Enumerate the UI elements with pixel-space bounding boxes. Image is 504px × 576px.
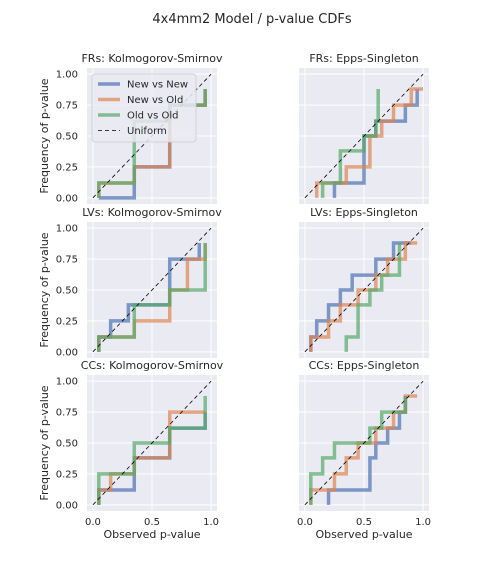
legend-label-new-vs-new: New vs New	[127, 80, 188, 91]
legend-label-uniform: Uniform	[127, 126, 167, 137]
panel-title: FRs: Kolmogorov-Smirnov	[81, 52, 222, 65]
y-tick-label: 0.00	[56, 193, 78, 204]
series-old-vs-old-line	[309, 396, 408, 505]
series-uniform-line	[92, 380, 212, 506]
series-old-vs-old-line	[344, 243, 402, 352]
series-old-vs-old-line	[97, 243, 207, 352]
y-tick-label: 0.50	[56, 439, 78, 450]
y-tick-label: 1.00	[56, 70, 78, 81]
x-axis-label: Observed p-value	[103, 528, 200, 541]
series-new-vs-old-line	[314, 87, 424, 198]
series-new-vs-new-line	[309, 241, 412, 352]
panel-ccs-kolmogorov-smirnov: CCs: Kolmogorov-Smirnov 0.00 0.25 0.50 0.75 1…	[38, 359, 224, 541]
y-tick-label: 0.25	[56, 469, 78, 480]
panel-lvs-kolmogorov-smirnov: LVs: Kolmogorov-Smirnov 0.00 0.25 0.50 0.75 1…	[38, 206, 222, 358]
y-tick-label: 0.00	[56, 347, 78, 358]
y-axis-label: Frequency of p-value	[38, 385, 51, 500]
x-tick-label: 0.5	[356, 517, 372, 528]
legend-label-new-vs-old: New vs Old	[127, 95, 183, 106]
figure-title: 4x4mm2 Model / p-value CDFs	[152, 12, 351, 27]
panel-frs-epps-singleton: FRs: Epps-Singleton	[299, 52, 429, 204]
x-tick-label: 0.5	[144, 517, 160, 528]
y-tick-label: 0.50	[56, 132, 78, 143]
panel-lvs-epps-singleton: LVs: Epps-Singleton	[299, 206, 429, 358]
series-uniform-line	[304, 73, 424, 199]
y-tick-label: 0.75	[56, 255, 78, 266]
x-tick-label: 0.0	[85, 517, 101, 528]
x-tick-label: 0.0	[297, 517, 313, 528]
x-tick-label: 1.0	[415, 517, 431, 528]
panel-title: LVs: Kolmogorov-Smirnov	[82, 206, 222, 219]
series-uniform-line	[304, 380, 424, 506]
legend: New vs New New vs Old Old vs Old Uniform	[91, 73, 197, 143]
y-axis-label: Frequency of p-value	[38, 232, 51, 347]
y-tick-label: 0.75	[56, 101, 78, 112]
panel-title: LVs: Epps-Singleton	[310, 206, 418, 219]
x-axis-label: Observed p-value	[315, 528, 412, 541]
panels: FRs: Kolmogorov-Smirnov 0.00 0.25 0.50 0.75 1…	[38, 52, 431, 541]
panel-title: FRs: Epps-Singleton	[309, 52, 418, 65]
x-tick-label: 1.0	[203, 517, 219, 528]
y-tick-label: 0.00	[56, 500, 78, 511]
y-tick-label: 0.50	[56, 286, 78, 297]
y-tick-label: 0.25	[56, 316, 78, 327]
panel-title: CCs: Kolmogorov-Smirnov	[81, 359, 224, 372]
series-old-vs-old-line	[320, 89, 380, 198]
legend-box	[91, 73, 197, 143]
y-tick-label: 1.00	[56, 224, 78, 235]
y-tick-label: 0.75	[56, 408, 78, 419]
series-uniform-line	[304, 227, 424, 353]
legend-label-old-vs-old: Old vs Old	[127, 111, 178, 122]
y-axis-label: Frequency of p-value	[38, 78, 51, 193]
series-uniform-line	[92, 227, 212, 353]
panel-frs-kolmogorov-smirnov: FRs: Kolmogorov-Smirnov 0.00 0.25 0.50 0.75 1…	[38, 52, 223, 204]
y-tick-label: 0.25	[56, 162, 78, 173]
y-tick-label: 1.00	[56, 377, 78, 388]
panel-title: CCs: Epps-Singleton	[309, 359, 420, 372]
